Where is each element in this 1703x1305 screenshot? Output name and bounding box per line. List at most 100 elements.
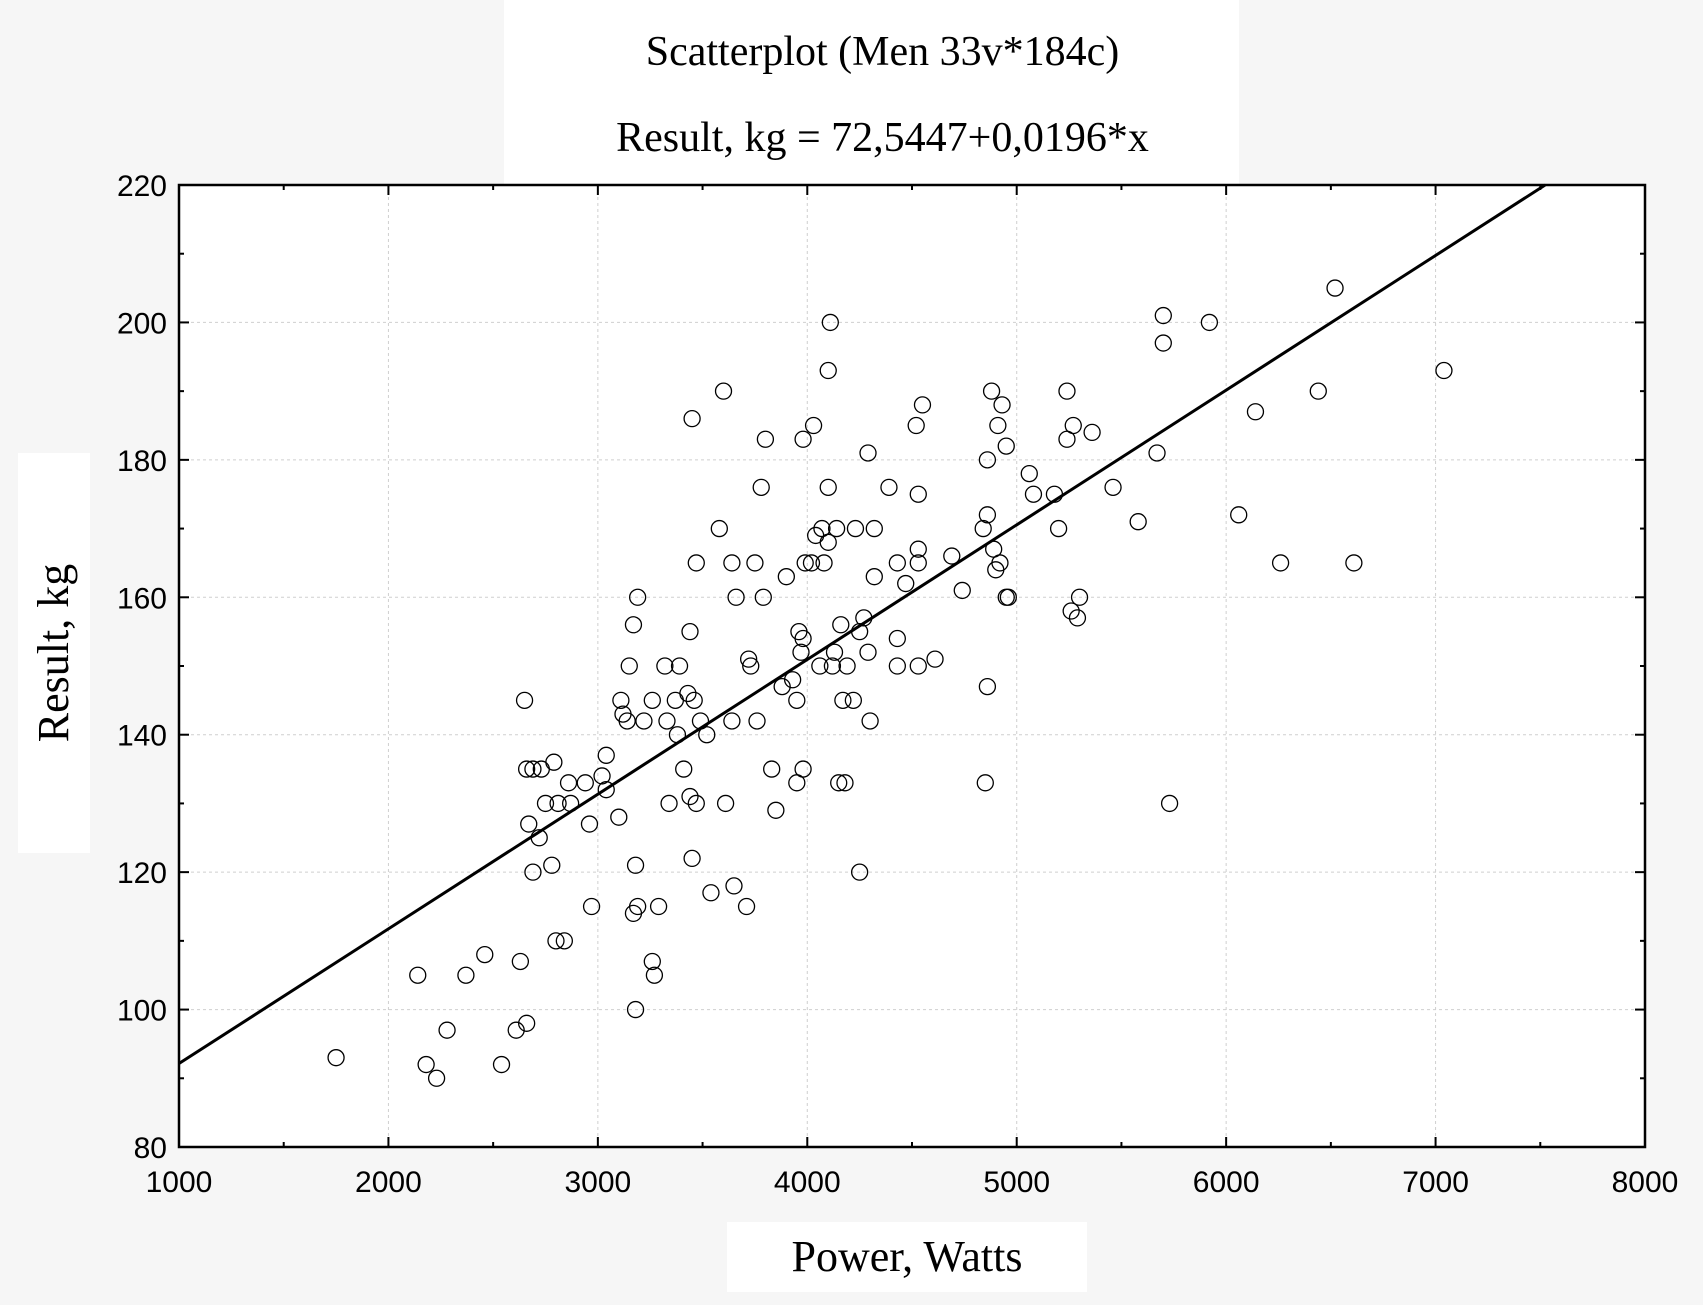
data-point [649, 897, 668, 916]
x-tick-label: 7000 [1402, 1166, 1469, 1199]
data-point [597, 781, 615, 799]
data-point [668, 726, 687, 744]
data-point [612, 691, 630, 710]
data-point [815, 554, 833, 572]
data-point [687, 554, 705, 572]
data-point [524, 760, 542, 778]
data-point [737, 897, 756, 916]
y-tick-label: 160 [117, 582, 167, 615]
data-point [681, 787, 699, 806]
data-point [723, 712, 741, 730]
data-point [993, 396, 1011, 414]
data-point [1104, 478, 1122, 496]
data-point [543, 856, 561, 874]
data-point [767, 801, 785, 819]
data-point [756, 430, 775, 448]
y-tick-label: 120 [117, 857, 167, 890]
data-point [618, 712, 636, 730]
data-point [645, 966, 664, 984]
data-point [628, 897, 647, 916]
data-point [1070, 588, 1089, 606]
data-point [536, 794, 555, 813]
data-point [819, 533, 837, 551]
data-point [989, 416, 1007, 435]
title-background [504, 0, 1239, 185]
data-point [865, 568, 883, 586]
data-point [687, 794, 705, 813]
data-point [518, 760, 536, 778]
data-point [561, 794, 580, 813]
data-point [1345, 554, 1363, 572]
data-point [727, 588, 745, 606]
data-point [698, 726, 716, 744]
data-point [1083, 423, 1101, 442]
data-point [777, 568, 795, 586]
x-tick-label: 1000 [146, 1166, 213, 1199]
data-point [417, 1055, 435, 1074]
data-point [978, 506, 997, 524]
data-point [628, 588, 647, 606]
data-point [1200, 313, 1219, 332]
plot-frame [177, 183, 1647, 1149]
data-point [643, 691, 661, 710]
data-point [909, 657, 927, 675]
data-point [685, 691, 703, 710]
data-point [752, 478, 770, 496]
data-point [783, 671, 802, 689]
data-point [825, 643, 844, 661]
data-point [850, 863, 869, 881]
data-point [880, 478, 898, 496]
x-tick-label: 2000 [355, 1166, 422, 1199]
data-point [909, 540, 927, 558]
plot-area [179, 185, 1645, 1147]
data-point [683, 849, 701, 868]
data-point [610, 808, 628, 826]
data-point [763, 760, 781, 778]
data-point [492, 1055, 511, 1074]
data-point [978, 677, 997, 696]
data-point [1020, 464, 1038, 483]
data-point [1024, 485, 1043, 503]
data-point [576, 774, 594, 792]
data-point [974, 519, 992, 538]
data-point [620, 657, 638, 675]
data-point [811, 657, 829, 675]
data-point [1271, 554, 1290, 572]
y-tick-label: 200 [117, 307, 167, 340]
data-point [834, 691, 852, 710]
data-point [476, 945, 494, 964]
data-point [635, 712, 653, 730]
data-point [1154, 306, 1172, 325]
data-point [656, 657, 674, 675]
data-point [821, 313, 839, 332]
x-tick-label: 4000 [774, 1166, 841, 1199]
data-point [788, 691, 806, 710]
data-point [888, 657, 906, 675]
data-point [438, 1021, 456, 1039]
data-point [830, 774, 848, 792]
data-point [1058, 382, 1076, 400]
data-point [794, 760, 812, 778]
data-point [1064, 416, 1082, 435]
data-point [991, 554, 1009, 572]
data-point [582, 897, 601, 916]
data-point [1062, 602, 1080, 620]
data-point [524, 863, 542, 881]
data-point [702, 884, 720, 902]
data-point [1049, 519, 1068, 538]
y-tick-label: 100 [117, 995, 167, 1028]
data-point [802, 554, 821, 572]
data-point [1068, 609, 1087, 627]
data-point [773, 677, 791, 696]
data-point [819, 478, 837, 496]
data-point [626, 856, 645, 874]
data-point [549, 794, 567, 813]
x-tick-label: 5000 [983, 1166, 1050, 1199]
data-point [943, 547, 961, 565]
data-point [909, 485, 927, 503]
data-point [997, 437, 1015, 455]
data-point [1160, 794, 1179, 813]
data-point [520, 815, 538, 833]
data-point [518, 1014, 536, 1032]
